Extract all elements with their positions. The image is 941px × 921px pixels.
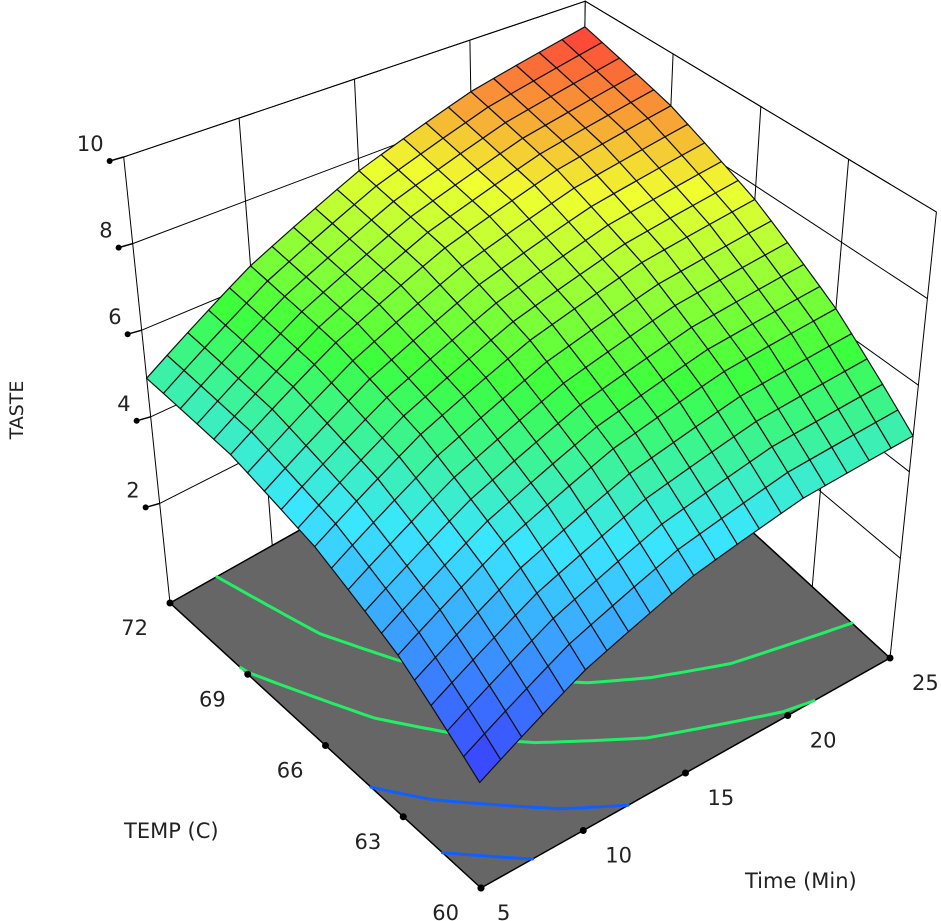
x-tick-label: 72 <box>121 616 148 640</box>
y-tick-label: 5 <box>497 901 510 921</box>
z-tick-label: 10 <box>77 132 104 156</box>
z-tick-dot <box>142 504 149 511</box>
x-tick-dot <box>166 599 174 607</box>
z-tick-label: 6 <box>108 305 121 329</box>
y-tick-label: 15 <box>708 786 735 810</box>
z-tick-dot <box>106 158 113 165</box>
x-tick-label: 60 <box>432 901 459 921</box>
z-tick-label: 8 <box>99 219 112 243</box>
z-tick-dot <box>115 244 122 251</box>
x-tick-label: 69 <box>199 687 226 711</box>
y-tick-label: 25 <box>912 671 939 695</box>
z-axis-label: TASTE <box>6 381 28 441</box>
surface-patch <box>463 733 502 784</box>
x-tick-dot <box>322 742 329 749</box>
x-tick-label: 63 <box>355 830 382 854</box>
x-tick-dot <box>399 813 407 821</box>
response-surface <box>146 26 914 784</box>
axes: 2 4 6 8 10 60 63 66 69 72 5 10 15 20 25 <box>77 132 939 921</box>
x-axis-label: TEMP (C) <box>123 819 219 843</box>
z-tick-label: 4 <box>117 392 130 416</box>
y-tick-label: 10 <box>605 844 632 868</box>
z-tick-label: 2 <box>126 478 139 502</box>
y-tick-dot <box>682 769 689 777</box>
y-tick-dot <box>579 827 587 834</box>
contour-line <box>369 785 630 811</box>
x-tick-label: 66 <box>277 759 304 783</box>
y-tick-dot <box>477 884 485 892</box>
wall-gridline <box>123 0 937 213</box>
y-tick-dot <box>886 654 894 662</box>
contour-line <box>440 851 534 861</box>
y-tick-dot <box>784 712 792 719</box>
x-tick-dot <box>244 670 252 678</box>
y-tick-label: 20 <box>810 729 837 753</box>
z-tick-dot <box>133 417 140 424</box>
y-axis-label: Time (Min) <box>744 869 857 893</box>
z-tick-dot <box>124 331 131 338</box>
